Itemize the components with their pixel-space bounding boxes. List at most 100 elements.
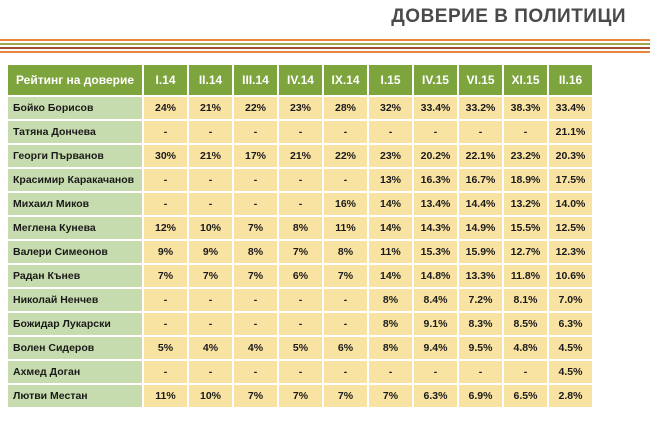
page-title: ДОВЕРИЕ В ПОЛИТИЦИ [391,6,626,27]
table-cell: - [189,361,232,383]
table-cell: 14% [369,193,412,215]
table-cell: 7% [144,265,187,287]
table-row: Красимир Каракачанов - - - - -13% 16.3% 16.7% 18… [8,169,592,191]
table-row: Ахмед Доган - - - - - - - - -4.5% [8,361,592,383]
column-header: II.14 [189,65,232,95]
table-cell: - [414,121,457,143]
table-cell: 17.5% [549,169,592,191]
table-cell: 8% [234,241,277,263]
table-cell: 7% [324,265,367,287]
column-header: IV.15 [414,65,457,95]
table-row: Меглена Кунева 12% 10% 7% 8% 11% 14% 14.3% 14.9%… [8,217,592,239]
table-cell: 8% [369,337,412,359]
table-row: Волен Сидеров 5% 4% 4% 5% 6% 8% 9.4% 9.5% 4.8% 4.5… [8,337,592,359]
table-body: Бойко Борисов 24% 21% 22% 23% 28% 32% 33.4% 33.2… [8,97,592,407]
row-name: Божидар Лукарски [8,313,142,335]
table-cell: 9% [189,241,232,263]
row-name: Красимир Каракачанов [8,169,142,191]
table-cell: - [459,121,502,143]
table-row: Татяна Дончева - - - - - - - - -21.1% [8,121,592,143]
table-cell: 12.5% [549,217,592,239]
column-header: III.14 [234,65,277,95]
table-cell: 28% [324,97,367,119]
table-cell: 12.3% [549,241,592,263]
table-cell: - [189,169,232,191]
table-cell: - [234,121,277,143]
table-row: Радан Кънев 7% 7% 7% 6% 7% 14% 14.8% 13.3% 11.8% 1… [8,265,592,287]
table-cell: 8.4% [414,289,457,311]
table-cell: - [144,289,187,311]
table-cell: 11% [324,217,367,239]
table-cell: 6.3% [414,385,457,407]
table-cell: 13% [369,169,412,191]
table-cell: - [144,193,187,215]
table-cell: 33.4% [414,97,457,119]
table-cell: 7% [234,265,277,287]
table-cell: 7% [234,385,277,407]
table-cell: - [279,121,322,143]
table-cell: 13.4% [414,193,457,215]
table-cell: 8% [369,289,412,311]
table-cell: - [234,361,277,383]
table-cell: - [324,289,367,311]
table-cell: 13.3% [459,265,502,287]
table-cell: 4.5% [549,361,592,383]
table-cell: 23.2% [504,145,547,167]
table-cell: 14.4% [459,193,502,215]
table-cell: 13.2% [504,193,547,215]
table-cell: - [414,361,457,383]
row-name: Михаил Миков [8,193,142,215]
table-cell: 7% [234,217,277,239]
table-cell: - [279,289,322,311]
row-name: Бойко Борисов [8,97,142,119]
row-name: Валери Симеонов [8,241,142,263]
table-cell: 7.0% [549,289,592,311]
column-header: XI.15 [504,65,547,95]
trust-rating-table: Рейтинг на доверие I.14 II.14 III.14 IV.14 I… [6,63,594,409]
column-header: II.16 [549,65,592,95]
table-cell: 14.9% [459,217,502,239]
row-name: Ахмед Доган [8,361,142,383]
row-name: Радан Кънев [8,265,142,287]
table-cell: - [324,121,367,143]
table-cell: 10% [189,385,232,407]
table-cell: - [324,361,367,383]
table-row: Николай Ненчев - - - - -8% 8.4% 7.2% 8.1% 7.0% [8,289,592,311]
table-cell: - [234,313,277,335]
table-cell: 15.9% [459,241,502,263]
row-name: Николай Ненчев [8,289,142,311]
table-cell: 10% [189,217,232,239]
table-cell: 16.3% [414,169,457,191]
table-cell: 16.7% [459,169,502,191]
table-cell: - [189,313,232,335]
table-cell: 9% [144,241,187,263]
table-cell: 15.3% [414,241,457,263]
table-row: Михаил Миков - - - -16% 14% 13.4% 14.4% 13.2% 14.… [8,193,592,215]
table-cell: 4.8% [504,337,547,359]
table-cell: - [234,169,277,191]
table-cell: 14.0% [549,193,592,215]
stripe-orange-2 [0,51,650,53]
table-cell: 9.4% [414,337,457,359]
table-cell: - [369,361,412,383]
stripe-olive [0,43,650,45]
table-row: Георги Първанов 30% 21% 17% 21% 22% 23% 20.2% 22… [8,145,592,167]
table-cell: 8% [369,313,412,335]
column-header: I.15 [369,65,412,95]
column-header: IV.14 [279,65,322,95]
table-cell: 11% [144,385,187,407]
corner-label: Рейтинг на доверие [8,65,142,95]
table-cell: - [279,361,322,383]
table-cell: 14% [369,217,412,239]
table-cell: 21% [279,145,322,167]
table-cell: - [369,121,412,143]
table-cell: - [459,361,502,383]
table-row: Божидар Лукарски - - - - -8% 9.1% 8.3% 8.5% 6.3% [8,313,592,335]
header-row: Рейтинг на доверие I.14 II.14 III.14 IV.14 I… [8,65,592,95]
table-cell: 4% [234,337,277,359]
table-cell: 22% [324,145,367,167]
table-cell: 10.6% [549,265,592,287]
column-header: I.14 [144,65,187,95]
table-cell: 6.5% [504,385,547,407]
table-cell: 12% [144,217,187,239]
